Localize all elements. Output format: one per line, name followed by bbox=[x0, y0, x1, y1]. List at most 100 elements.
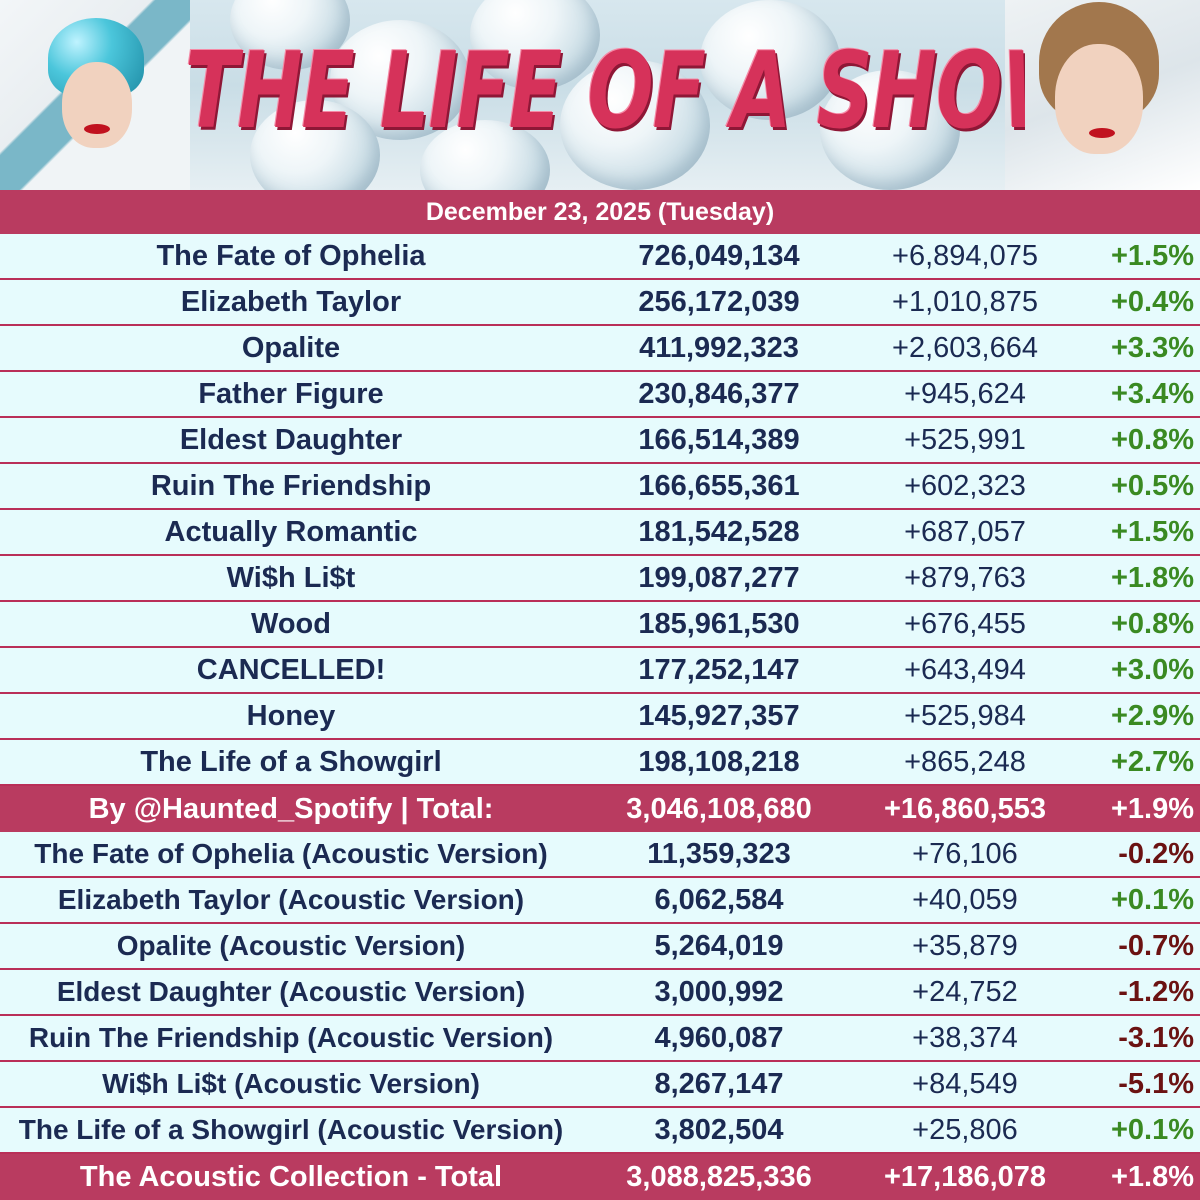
total-streams: 185,961,530 bbox=[638, 607, 800, 640]
table-row: Eldest Daughter 166,514,389 +525,991 +0.8% bbox=[0, 418, 1200, 464]
total-streams: 256,172,039 bbox=[638, 285, 800, 318]
right-portrait-photo bbox=[1005, 0, 1200, 190]
acoustic-total-pct: +1.8% bbox=[1110, 1160, 1194, 1193]
song-title: Honey bbox=[246, 699, 336, 732]
daily-change-pct: -0.2% bbox=[1118, 837, 1194, 870]
album-total-label: By @Haunted_Spotify | Total: bbox=[88, 792, 494, 825]
header-banner: THE LIFE OF A SHOWGIRL bbox=[0, 0, 1200, 190]
opal-stone bbox=[250, 100, 380, 190]
opal-stone bbox=[700, 0, 840, 120]
lips-shape bbox=[1089, 128, 1115, 138]
acoustic-total-streams: 3,088,825,336 bbox=[626, 1160, 812, 1193]
table-row: Elizabeth Taylor (Acoustic Version) 6,062… bbox=[0, 878, 1200, 924]
table-row: Wi$h Li$t 199,087,277 +879,763 +1.8% bbox=[0, 556, 1200, 602]
daily-change-pct: +1.5% bbox=[1110, 239, 1194, 272]
song-title: Eldest Daughter (Acoustic Version) bbox=[56, 976, 526, 1007]
daily-streams: +76,106 bbox=[912, 837, 1018, 870]
daily-change-pct: +0.4% bbox=[1110, 285, 1194, 318]
date-label: December 23, 2025 (Tuesday) bbox=[425, 197, 775, 226]
song-title: Opalite (Acoustic Version) bbox=[116, 930, 466, 961]
daily-change-pct: +0.5% bbox=[1110, 469, 1194, 502]
song-title: Wi$h Li$t bbox=[226, 561, 356, 594]
left-portrait-photo bbox=[0, 0, 190, 190]
total-streams: 177,252,147 bbox=[638, 653, 800, 686]
date-header-row: December 23, 2025 (Tuesday) bbox=[0, 190, 1200, 234]
total-streams: 4,960,087 bbox=[654, 1021, 784, 1054]
song-title: Wood bbox=[251, 607, 331, 640]
daily-change-pct: -0.7% bbox=[1118, 929, 1194, 962]
opal-stone bbox=[820, 70, 960, 190]
table-row: Wood 185,961,530 +676,455 +0.8% bbox=[0, 602, 1200, 648]
daily-change-pct: -1.2% bbox=[1118, 975, 1194, 1008]
total-streams: 8,267,147 bbox=[654, 1067, 784, 1100]
table-row: Ruin The Friendship (Acoustic Version) 4,… bbox=[0, 1016, 1200, 1062]
daily-change-pct: +0.8% bbox=[1110, 423, 1194, 456]
daily-streams: +676,455 bbox=[904, 607, 1026, 640]
daily-change-pct: +2.7% bbox=[1110, 745, 1194, 778]
song-title: Wi$h Li$t (Acoustic Version) bbox=[102, 1068, 480, 1099]
total-streams: 199,087,277 bbox=[638, 561, 800, 594]
table-row: The Fate of Ophelia (Acoustic Version) 11… bbox=[0, 832, 1200, 878]
daily-change-pct: -3.1% bbox=[1118, 1021, 1194, 1054]
daily-streams: +602,323 bbox=[904, 469, 1026, 502]
daily-streams: +945,624 bbox=[904, 377, 1026, 410]
opal-stone bbox=[560, 60, 710, 190]
daily-streams: +525,991 bbox=[904, 423, 1026, 456]
daily-change-pct: +1.8% bbox=[1110, 561, 1194, 594]
total-streams: 181,542,528 bbox=[638, 515, 800, 548]
daily-change-pct: +3.4% bbox=[1110, 377, 1194, 410]
banner-title: THE LIFE OF A SHOWGIRL bbox=[185, 31, 1025, 153]
album-total-streams: 3,046,108,680 bbox=[626, 792, 812, 825]
daily-streams: +525,984 bbox=[904, 699, 1026, 732]
total-streams: 145,927,357 bbox=[638, 699, 800, 732]
song-title: The Life of a Showgirl (Acoustic Version… bbox=[18, 1114, 564, 1145]
table-row: Father Figure 230,846,377 +945,624 +3.4% bbox=[0, 372, 1200, 418]
song-title: The Fate of Ophelia bbox=[156, 239, 426, 272]
daily-change-pct: +2.9% bbox=[1110, 699, 1194, 732]
table-row: Honey 145,927,357 +525,984 +2.9% bbox=[0, 694, 1200, 740]
total-streams: 11,359,323 bbox=[647, 837, 791, 870]
total-streams: 726,049,134 bbox=[638, 239, 800, 272]
total-streams: 230,846,377 bbox=[638, 377, 800, 410]
song-title: Actually Romantic bbox=[164, 515, 418, 548]
total-streams: 3,000,992 bbox=[654, 975, 784, 1008]
table-row: The Life of a Showgirl (Acoustic Version… bbox=[0, 1108, 1200, 1154]
daily-change-pct: +3.0% bbox=[1110, 653, 1194, 686]
album-total-daily: +16,860,553 bbox=[883, 792, 1047, 825]
acoustic-total-row: The Acoustic Collection - Total 3,088,82… bbox=[0, 1154, 1200, 1200]
daily-change-pct: +1.5% bbox=[1110, 515, 1194, 548]
daily-change-pct: +0.1% bbox=[1110, 883, 1194, 916]
song-title: Eldest Daughter bbox=[179, 423, 403, 456]
table-row: Opalite (Acoustic Version) 5,264,019 +35,8… bbox=[0, 924, 1200, 970]
total-streams: 411,992,323 bbox=[639, 331, 799, 364]
table-row: Elizabeth Taylor 256,172,039 +1,010,875 +0.… bbox=[0, 280, 1200, 326]
album-total-row: By @Haunted_Spotify | Total: 3,046,108,6… bbox=[0, 786, 1200, 832]
song-title: Ruin The Friendship bbox=[150, 469, 432, 502]
table-row: The Fate of Ophelia 726,049,134 +6,894,075… bbox=[0, 234, 1200, 280]
daily-streams: +2,603,664 bbox=[892, 331, 1038, 364]
total-streams: 166,514,389 bbox=[638, 423, 800, 456]
daily-streams: +25,806 bbox=[912, 1113, 1018, 1146]
table-row: Actually Romantic 181,542,528 +687,057 +1.5… bbox=[0, 510, 1200, 556]
daily-streams: +84,549 bbox=[912, 1067, 1018, 1100]
daily-streams: +24,752 bbox=[912, 975, 1018, 1008]
daily-streams: +865,248 bbox=[904, 745, 1026, 778]
opal-stone bbox=[470, 0, 600, 90]
total-streams: 5,264,019 bbox=[654, 929, 784, 962]
song-title: Elizabeth Taylor (Acoustic Version) bbox=[57, 884, 525, 915]
table-row: Wi$h Li$t (Acoustic Version) 8,267,147 +84… bbox=[0, 1062, 1200, 1108]
daily-change-pct: +0.8% bbox=[1110, 607, 1194, 640]
table-row: Opalite 411,992,323 +2,603,664 +3.3% bbox=[0, 326, 1200, 372]
daily-streams: +643,494 bbox=[904, 653, 1026, 686]
song-title: CANCELLED! bbox=[196, 653, 386, 686]
lips-shape bbox=[84, 124, 110, 134]
table-row: CANCELLED! 177,252,147 +643,494 +3.0% bbox=[0, 648, 1200, 694]
album-total-pct: +1.9% bbox=[1110, 792, 1194, 825]
song-title: Elizabeth Taylor bbox=[180, 285, 402, 318]
table-row: Eldest Daughter (Acoustic Version) 3,000,… bbox=[0, 970, 1200, 1016]
daily-change-pct: +0.1% bbox=[1110, 1113, 1194, 1146]
total-streams: 198,108,218 bbox=[638, 745, 800, 778]
total-streams: 166,655,361 bbox=[638, 469, 800, 502]
song-title: The Fate of Ophelia (Acoustic Version) bbox=[34, 838, 548, 869]
song-title: The Life of a Showgirl bbox=[140, 745, 442, 778]
